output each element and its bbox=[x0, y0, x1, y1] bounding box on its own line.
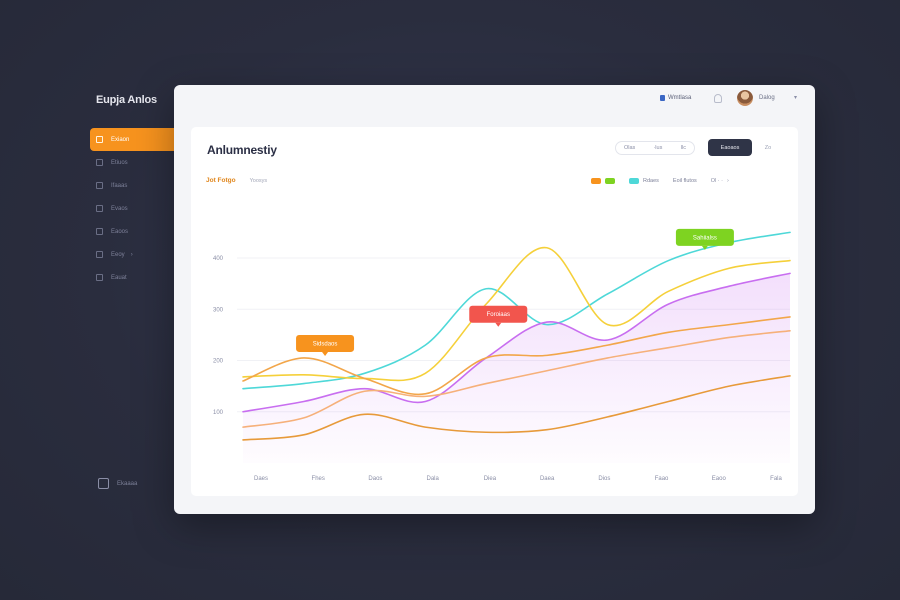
x-tick-label: Diea bbox=[484, 476, 497, 482]
sidebar-item-label: Exiaon bbox=[111, 136, 130, 143]
series-line-5 bbox=[242, 375, 791, 441]
logout-button[interactable]: Ekaaaa bbox=[98, 478, 137, 489]
y-tick-label: 100 bbox=[213, 410, 224, 416]
settings-icon bbox=[96, 251, 103, 258]
chevron-down-icon[interactable]: ▾ bbox=[794, 95, 798, 101]
top-bar: Wmtlasa Dalog ▾ bbox=[174, 85, 815, 115]
x-tick-label: Dala bbox=[426, 476, 439, 482]
more-button[interactable]: Zo bbox=[764, 144, 772, 151]
app-brand: Eupja Anlos bbox=[96, 94, 157, 106]
x-tick-label: Daea bbox=[540, 476, 555, 482]
chart-card: Anlumnestiy Olas ·lus Ilc Eaoaos Zo Jot … bbox=[191, 127, 798, 496]
sidebar-item-label: Ifaaas bbox=[111, 182, 128, 189]
x-tick-label: Fala bbox=[770, 476, 782, 482]
chevron-right-icon[interactable]: › bbox=[727, 178, 729, 184]
bell-icon[interactable] bbox=[714, 94, 722, 103]
series-line-2 bbox=[242, 272, 791, 413]
callout-label: Sidsdaos bbox=[313, 341, 338, 347]
series-line-0 bbox=[242, 231, 791, 390]
sidebar-item-label: Eauat bbox=[111, 274, 127, 281]
sidebar: Eupja Anlos Exiaon Etiuos Ifaaas Evaos E… bbox=[86, 84, 178, 514]
sidebar-item-1[interactable]: Etiuos bbox=[86, 151, 176, 174]
status-indicator[interactable]: Wmtlasa bbox=[660, 95, 691, 101]
logout-label: Ekaaaa bbox=[117, 480, 138, 487]
folder-icon bbox=[96, 205, 103, 212]
callout-0: Sidsdaos bbox=[296, 334, 355, 356]
chart-legend: Rdaes Eoil flutos Ol · · › bbox=[591, 178, 733, 184]
subtabs: Jot Fotgo Yoosys bbox=[206, 177, 267, 184]
series-area-fill bbox=[243, 273, 790, 463]
sidebar-item-2[interactable]: Ifaaas bbox=[86, 174, 176, 197]
user-name[interactable]: Dalog bbox=[759, 95, 775, 101]
sidebar-item-label: Etiuos bbox=[111, 159, 128, 166]
callout-label: Foroiaas bbox=[487, 312, 510, 318]
x-tick-label: Daos bbox=[368, 476, 382, 482]
grid-icon bbox=[96, 159, 103, 166]
date-range-selector[interactable]: Olas ·lus Ilc bbox=[615, 141, 695, 155]
series-line-4 bbox=[242, 329, 791, 428]
x-tick-label: Dios bbox=[598, 476, 610, 482]
file-icon bbox=[96, 274, 103, 281]
home-icon bbox=[96, 136, 103, 143]
line-chart: 400 300 200 100 Daes Fhes Daos Dala Diea Daea Dios… bbox=[213, 228, 791, 482]
callout-label: Sahiialss bbox=[693, 235, 717, 241]
legend-swatch-orange[interactable] bbox=[591, 178, 601, 184]
range-left[interactable]: Olas bbox=[624, 145, 636, 151]
tab-active[interactable]: Jot Fotgo bbox=[206, 177, 236, 184]
shield-icon bbox=[660, 95, 665, 101]
y-tick-label: 200 bbox=[213, 359, 224, 365]
sidebar-item-label: Eeoy bbox=[111, 251, 125, 258]
chart-icon bbox=[96, 182, 103, 189]
range-mid[interactable]: ·lus bbox=[653, 145, 663, 151]
callout-2: Sahiialss bbox=[675, 228, 734, 250]
users-icon bbox=[96, 228, 103, 235]
legend-label: Rdaes bbox=[643, 178, 659, 184]
sidebar-item-6[interactable]: Eauat bbox=[86, 266, 176, 289]
callout-pointer bbox=[495, 322, 502, 327]
y-tick-label: 300 bbox=[213, 307, 224, 313]
y-tick-label: 400 bbox=[213, 256, 224, 262]
x-tick-label: Faao bbox=[655, 476, 669, 482]
callout-pointer bbox=[701, 245, 708, 250]
legend-extra-label[interactable]: Eoil flutos bbox=[672, 178, 697, 184]
series-line-3 bbox=[242, 316, 791, 396]
x-tick-label: Daes bbox=[254, 476, 268, 482]
x-tick-label: Eaoo bbox=[712, 476, 727, 482]
legend-swatch-cyan[interactable] bbox=[629, 178, 639, 184]
main-window: Wmtlasa Dalog ▾ Anlumnestiy Olas ·lus Il… bbox=[174, 85, 815, 514]
page-title: Anlumnestiy bbox=[207, 143, 277, 157]
callout-box bbox=[469, 305, 528, 323]
legend-toggle[interactable]: Ol · · bbox=[710, 178, 723, 184]
callout-1: Foroiaas bbox=[469, 305, 528, 327]
avatar[interactable] bbox=[737, 90, 753, 106]
x-tick-label: Fhes bbox=[312, 476, 325, 482]
chevron-right-icon: › bbox=[130, 251, 133, 258]
sidebar-item-0[interactable]: Exiaon bbox=[90, 128, 178, 151]
legend-swatch-green[interactable] bbox=[605, 178, 615, 184]
callout-box bbox=[296, 334, 355, 352]
tab-secondary[interactable]: Yoosys bbox=[249, 177, 268, 184]
callout-box bbox=[675, 228, 734, 246]
range-right[interactable]: Ilc bbox=[680, 145, 687, 151]
sidebar-item-5[interactable]: Eeoy › bbox=[86, 243, 176, 266]
export-button[interactable]: Eaoaos bbox=[708, 139, 752, 156]
sidebar-item-label: Eaoos bbox=[111, 228, 129, 235]
series-line-1 bbox=[242, 246, 791, 382]
sidebar-item-4[interactable]: Eaoos bbox=[86, 220, 176, 243]
sidebar-item-label: Evaos bbox=[111, 205, 128, 212]
callout-pointer bbox=[322, 351, 329, 356]
sidebar-nav: Exiaon Etiuos Ifaaas Evaos Eaoos Eeoy › … bbox=[86, 128, 178, 289]
sidebar-item-3[interactable]: Evaos bbox=[86, 197, 176, 220]
status-label: Wmtlasa bbox=[668, 95, 692, 101]
logout-icon bbox=[98, 478, 109, 489]
